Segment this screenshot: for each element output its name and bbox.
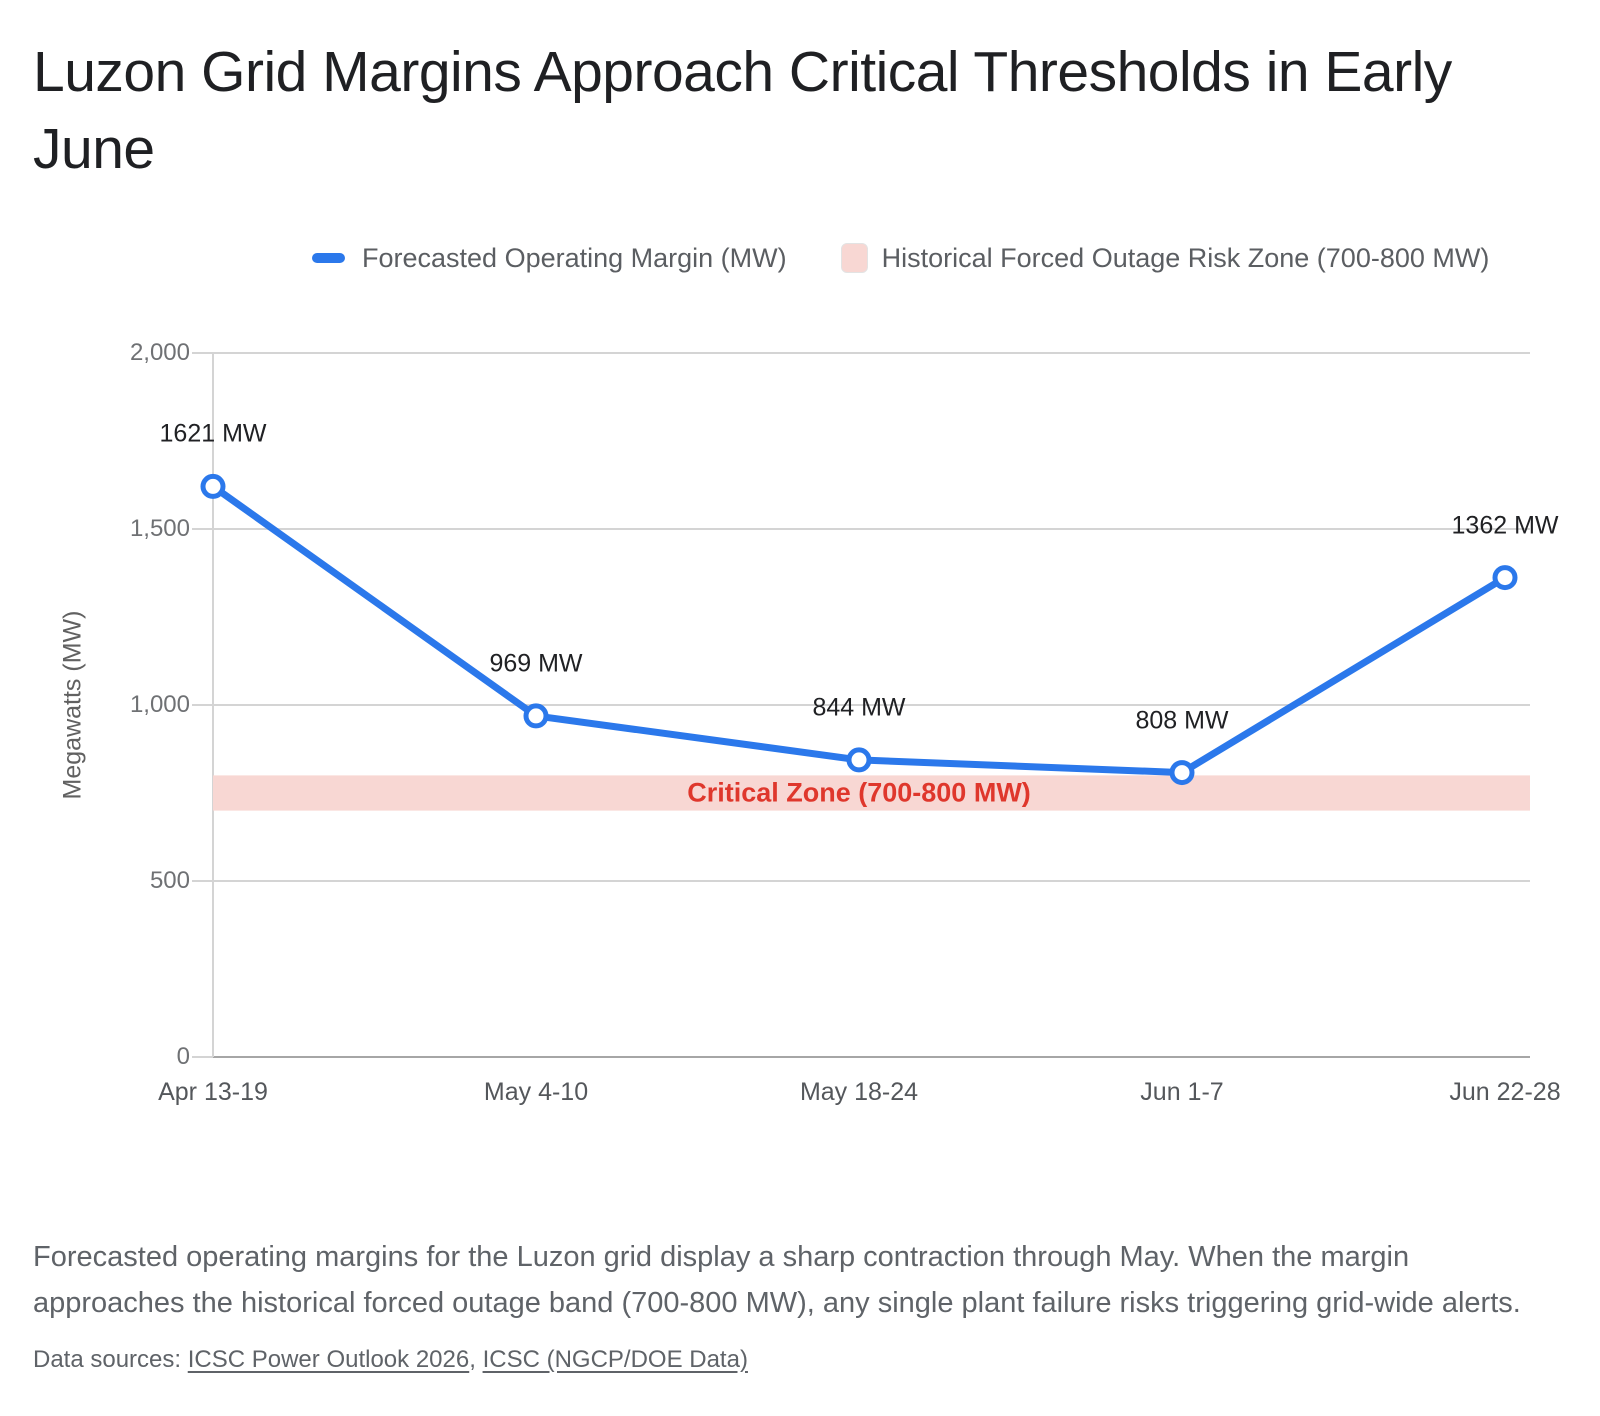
legend: Forecasted Operating Margin (MW) Histori… bbox=[312, 238, 1489, 278]
band-swatch-icon bbox=[840, 243, 868, 273]
data-point-Apr 13-19[interactable] bbox=[200, 473, 226, 499]
data-point-May 4-10[interactable] bbox=[523, 703, 549, 729]
source-link-icsc-power-outlook[interactable]: ICSC Power Outlook 2026 bbox=[187, 1346, 470, 1373]
chart-caption: Forecasted operating margins for the Luz… bbox=[33, 1241, 1521, 1319]
legend-item-forecast: Forecasted Operating Margin (MW) bbox=[312, 243, 787, 274]
data-point-May 18-24[interactable] bbox=[846, 747, 872, 773]
source-link-icsc-ngcp-doe[interactable]: ICSC (NGCP/DOE Data) bbox=[482, 1346, 748, 1373]
legend-label-forecast: Forecasted Operating Margin (MW) bbox=[362, 242, 787, 273]
sources-prefix: Data sources: bbox=[33, 1346, 188, 1373]
data-point-Jun 22-28[interactable] bbox=[1492, 565, 1518, 591]
page-title: Luzon Grid Margins Approach Critical Thr… bbox=[33, 40, 1452, 181]
legend-item-risk-zone: Historical Forced Outage Risk Zone (700-… bbox=[840, 242, 1490, 274]
line-swatch-icon bbox=[312, 253, 345, 263]
data-point-Jun 1-7[interactable] bbox=[1169, 760, 1195, 786]
sources-separator: , bbox=[469, 1346, 483, 1373]
data-sources: Data sources: ICSC Power Outlook 2026, I… bbox=[33, 1346, 1553, 1374]
risk-band bbox=[213, 775, 1530, 811]
legend-label-risk-zone: Historical Forced Outage Risk Zone (700-… bbox=[881, 242, 1490, 273]
